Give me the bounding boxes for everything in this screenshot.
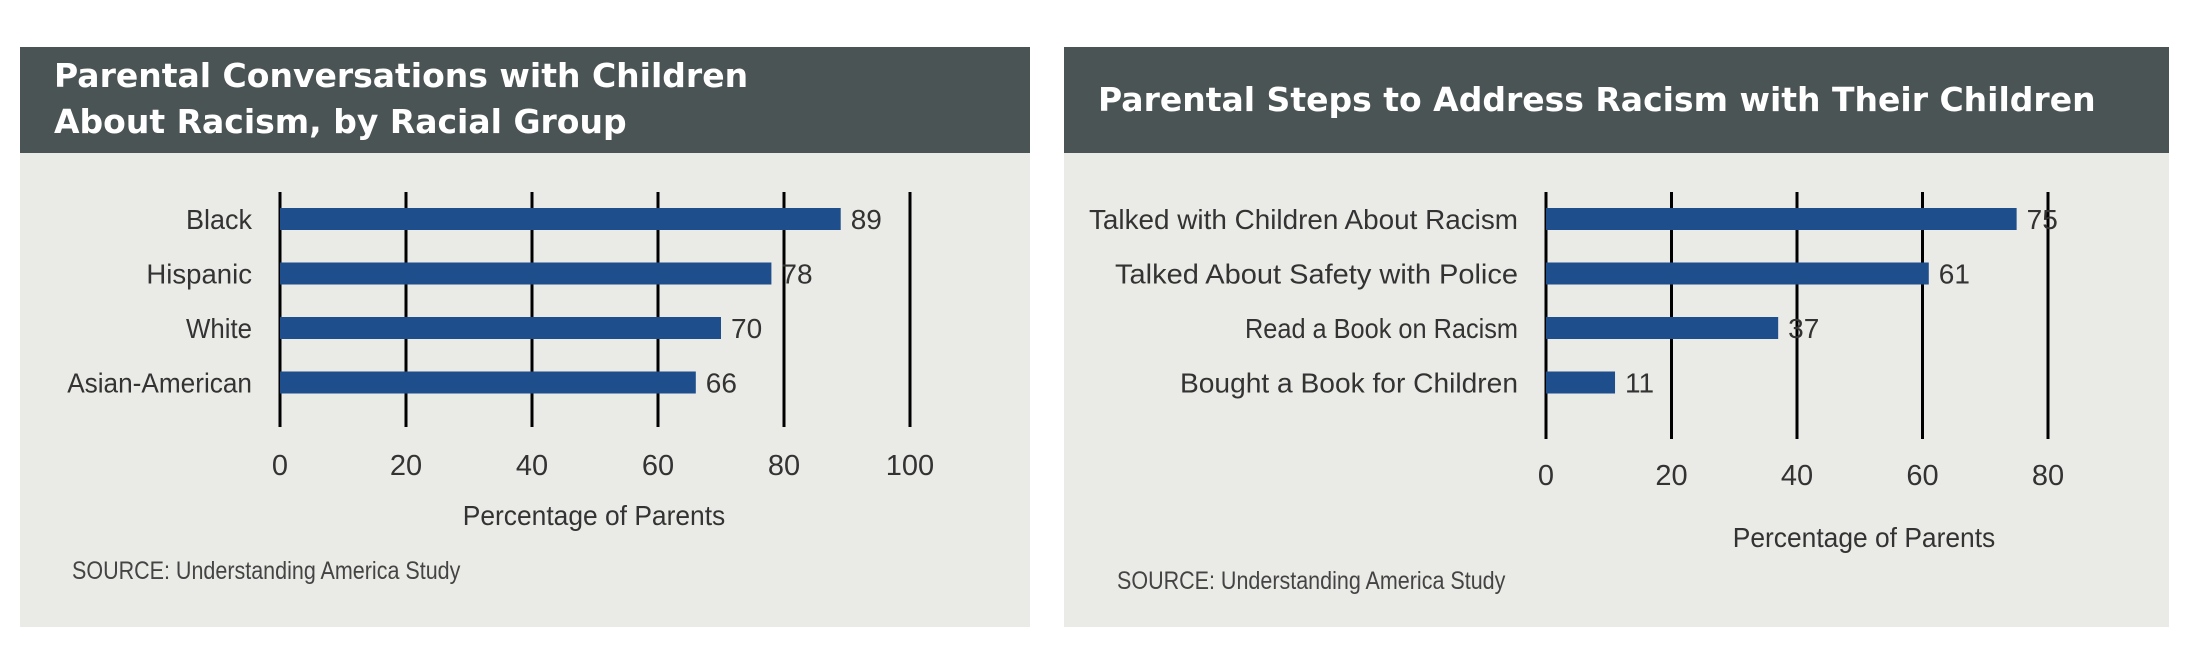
chart-header: Parental Conversations with Children Abo… — [20, 47, 1030, 153]
source-note: SOURCE: Understanding America Study — [72, 557, 461, 585]
x-tick-label: 80 — [2032, 460, 2064, 492]
chart-header: Parental Steps to Address Racism with Th… — [1064, 47, 2169, 153]
data-label: 78 — [781, 259, 812, 290]
category-label: White — [186, 313, 252, 344]
chart-title: Parental Conversations with Children Abo… — [54, 56, 749, 141]
bar — [280, 208, 841, 230]
chart-title: Parental Steps to Address Racism with Th… — [1098, 80, 2096, 119]
data-label: 70 — [731, 313, 762, 344]
bar — [1546, 208, 2017, 230]
category-label: Hispanic — [146, 259, 252, 290]
source-note: SOURCE: Understanding America Study — [1117, 567, 1506, 595]
data-label: 61 — [1939, 259, 1970, 290]
category-label: Talked with Children About Racism — [1089, 204, 1518, 235]
x-axis-label: Percentage of Parents — [1733, 522, 1996, 553]
x-tick-label: 80 — [768, 450, 800, 482]
x-tick-label: 20 — [390, 450, 422, 482]
x-tick-label: 60 — [1906, 460, 1938, 492]
x-axis-label: Percentage of Parents — [463, 500, 726, 531]
data-label: 11 — [1625, 368, 1654, 399]
bar — [1546, 262, 1929, 285]
bar — [1546, 317, 1779, 339]
x-tick-label: 0 — [1538, 460, 1554, 492]
x-tick-label: 40 — [1781, 460, 1813, 492]
chart-panel-parental-steps: Parental Steps to Address Racism with Th… — [1064, 47, 2169, 627]
category-label: Bought a Book for Children — [1180, 368, 1518, 399]
bar — [280, 262, 772, 285]
bar — [1546, 371, 1616, 394]
x-tick-label: 0 — [272, 450, 288, 482]
chart-plot: Black 89 Hispanic 78 White 70 Asian-American 66… — [67, 192, 934, 531]
x-tick-label: 40 — [516, 450, 548, 482]
chart-panel-racial-group: Parental Conversations with Children Abo… — [20, 47, 1030, 627]
category-label: Talked About Safety with Police — [1115, 259, 1518, 290]
data-label: 89 — [851, 204, 882, 235]
x-tick-label: 100 — [886, 450, 934, 482]
data-label: 75 — [2027, 204, 2058, 235]
bar — [280, 371, 696, 394]
data-label: 66 — [706, 368, 737, 399]
category-label: Read a Book on Racism — [1245, 313, 1518, 344]
x-tick-label: 20 — [1655, 460, 1687, 492]
data-label: 37 — [1788, 313, 1819, 344]
x-tick-label: 60 — [642, 450, 674, 482]
category-label: Black — [186, 204, 253, 235]
bar — [280, 317, 721, 339]
chart-plot: Talked with Children About Racism 75 Talke… — [1089, 192, 2064, 553]
category-label: Asian-American — [67, 368, 252, 399]
